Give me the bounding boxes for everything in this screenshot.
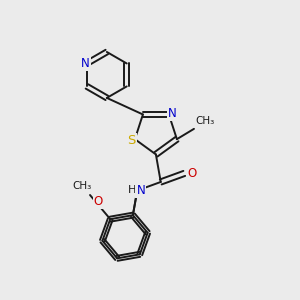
Text: N: N	[81, 57, 90, 70]
Text: S: S	[127, 134, 136, 147]
Text: CH₃: CH₃	[72, 181, 92, 190]
Text: H: H	[128, 185, 136, 195]
Text: O: O	[187, 167, 196, 180]
Text: N: N	[168, 107, 177, 120]
Text: CH₃: CH₃	[195, 116, 215, 127]
Text: N: N	[136, 184, 145, 197]
Text: O: O	[94, 195, 103, 208]
